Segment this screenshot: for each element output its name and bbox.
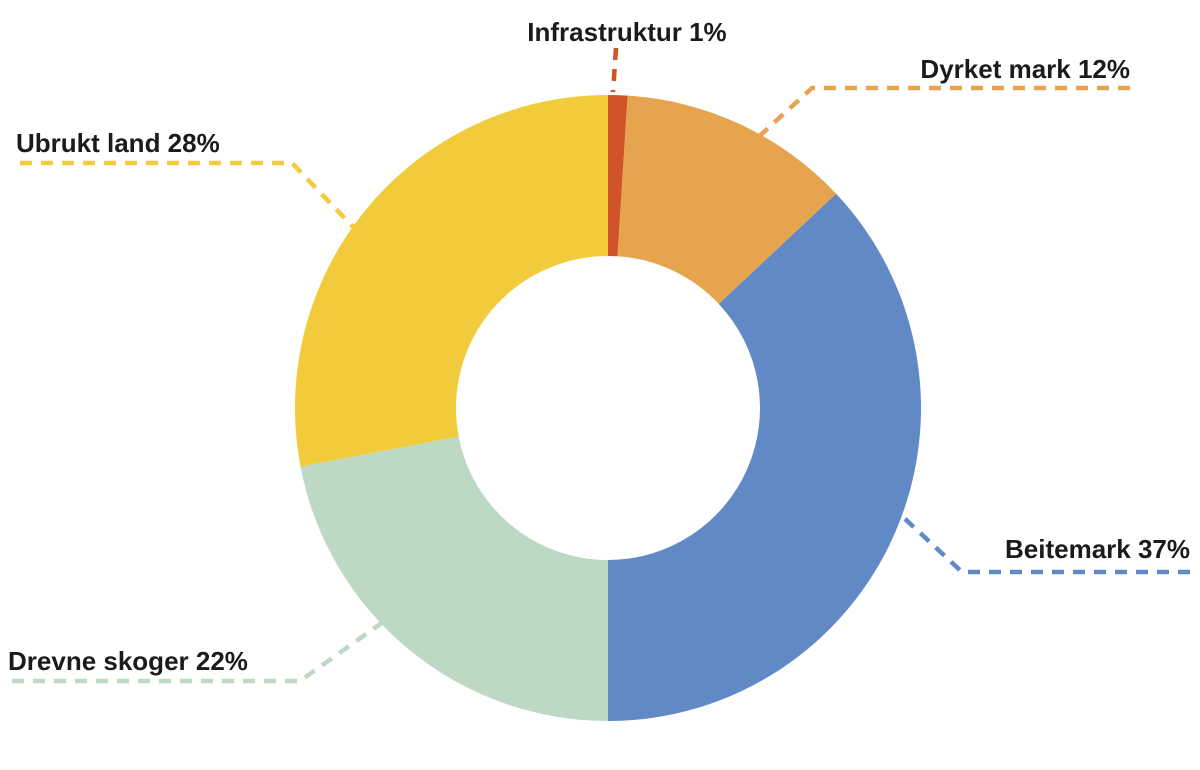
donut-slice-beitemark xyxy=(608,193,921,722)
callout-label-dyrket-mark: Dyrket mark 12% xyxy=(920,54,1130,84)
donut-slice-drevne-skoger xyxy=(300,436,608,721)
donut-slice-ubrukt-land xyxy=(294,95,608,467)
leader-line-ubrukt-land xyxy=(20,160,359,233)
leader-line-drevne-skoger xyxy=(12,620,385,684)
callout-leader-lines xyxy=(12,47,1190,684)
leader-line-beitemark xyxy=(901,515,1190,575)
callout-label-beitemark: Beitemark 37% xyxy=(1005,534,1190,564)
donut-slices xyxy=(294,95,921,722)
leader-line-dyrket-mark xyxy=(751,85,1130,144)
callout-labels: Infrastruktur 1% Dyrket mark 12% Beitemark… xyxy=(8,17,1190,676)
callout-label-ubrukt-land: Ubrukt land 28% xyxy=(16,128,220,158)
donut-slice-infrastruktur xyxy=(608,95,628,257)
leader-line-infrastruktur xyxy=(610,47,619,93)
callout-label-infrastruktur: Infrastruktur 1% xyxy=(527,17,726,47)
donut-slice-dyrket-mark xyxy=(617,95,837,304)
callout-label-drevne-skoger: Drevne skoger 22% xyxy=(8,646,248,676)
